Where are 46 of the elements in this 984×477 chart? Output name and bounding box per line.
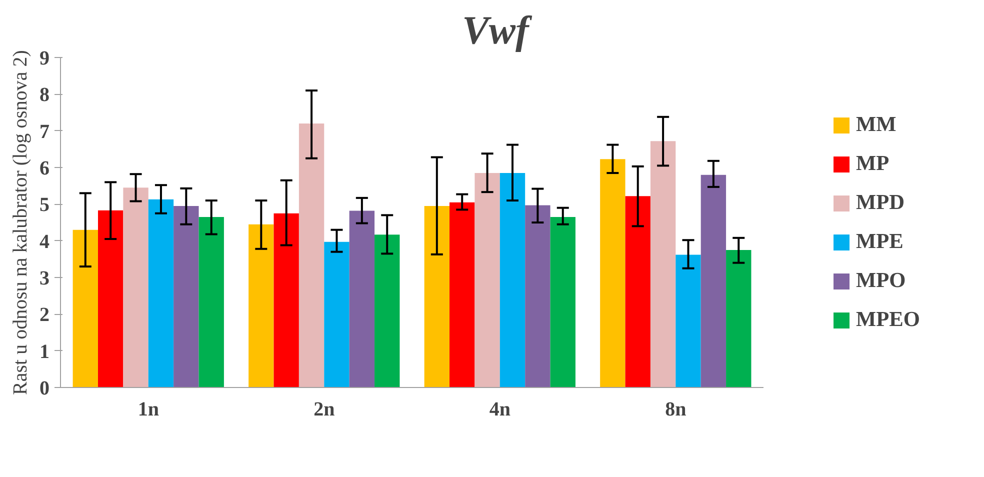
y-tick-label: 5: [40, 194, 50, 216]
bar: [676, 254, 701, 388]
bar: [248, 224, 274, 388]
bar: [198, 217, 224, 388]
y-tick-label: 8: [40, 84, 50, 106]
bar: [550, 217, 576, 388]
bar: [700, 174, 726, 388]
bar: [123, 188, 148, 388]
x-tick-label: 8n: [665, 398, 686, 420]
bar: [650, 141, 676, 388]
bar: [625, 196, 650, 388]
legend-label: MPD: [856, 190, 905, 215]
y-tick-label: 1: [40, 340, 50, 363]
bar: [726, 250, 752, 388]
bar: [374, 234, 400, 388]
bar: [349, 210, 375, 388]
bar: [148, 199, 174, 388]
y-tick-label: 7: [40, 120, 50, 143]
y-axis-title: Rast u odnosu na kalubrator (log osnova 2): [10, 50, 32, 395]
legend-label: MPEO: [856, 307, 920, 332]
y-tick-label: 9: [40, 48, 50, 70]
y-tick-label: 6: [40, 158, 50, 180]
bar: [474, 173, 500, 388]
legend-label: MM: [856, 112, 896, 137]
chart-title: Vwf: [462, 8, 533, 52]
bar: [274, 213, 299, 388]
bar: [72, 230, 98, 388]
bar: [450, 202, 475, 388]
bar: [500, 173, 526, 388]
bar: [324, 242, 350, 388]
legend-label: MPO: [856, 268, 906, 293]
x-tick-label: 2n: [314, 398, 335, 420]
y-tick-label: 3: [40, 268, 50, 290]
bar: [174, 206, 199, 388]
bar: [600, 159, 626, 388]
legend-label: MPE: [856, 229, 904, 254]
bar: [298, 124, 324, 388]
y-tick-label: 0: [40, 378, 50, 400]
y-tick-label: 4: [40, 230, 50, 253]
x-tick-label: 1n: [138, 398, 159, 420]
legend-label: MP: [856, 151, 890, 176]
x-tick-label: 4n: [489, 398, 510, 420]
bar: [525, 205, 550, 388]
bar: [424, 206, 450, 388]
y-tick-label: 2: [40, 304, 50, 326]
bar: [98, 210, 124, 388]
